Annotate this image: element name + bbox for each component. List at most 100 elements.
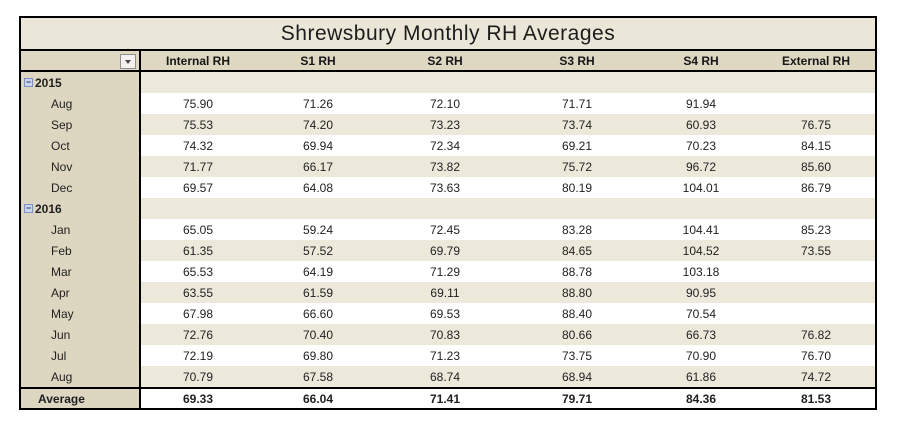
row-label-cell[interactable]: Jul	[21, 345, 141, 366]
value-cell[interactable]: 68.74	[381, 366, 509, 387]
value-cell[interactable]: 86.79	[800, 180, 832, 195]
value-cell[interactable]: 71.29	[429, 264, 461, 279]
value-cell[interactable]: 70.90	[685, 348, 717, 363]
value-cell[interactable]: 83.28	[561, 222, 593, 237]
value-cell[interactable]: 69.57	[182, 180, 214, 195]
row-label-cell[interactable]: Apr	[21, 282, 141, 303]
row-label-cell[interactable]: Feb	[21, 240, 141, 261]
value-cell[interactable]	[381, 198, 509, 219]
value-cell[interactable]: 69.11	[381, 282, 509, 303]
value-cell[interactable]: 69.80	[302, 348, 334, 363]
value-cell[interactable]	[255, 72, 381, 93]
value-cell[interactable]: 79.71	[561, 391, 593, 406]
value-cell[interactable]: 61.86	[645, 366, 757, 387]
value-cell[interactable]: 66.04	[302, 391, 334, 406]
value-cell[interactable]: 69.53	[429, 306, 461, 321]
value-cell[interactable]	[757, 93, 875, 114]
value-cell[interactable]: 72.45	[429, 222, 461, 237]
column-header-internal-rh[interactable]: Internal RH	[165, 53, 230, 68]
value-cell[interactable]: 76.75	[757, 114, 875, 135]
row-label-cell[interactable]: −2015	[21, 72, 141, 93]
value-cell[interactable]: 64.08	[302, 180, 334, 195]
value-cell[interactable]: 74.32	[182, 138, 214, 153]
value-cell[interactable]: 90.95	[645, 282, 757, 303]
value-cell[interactable]: 73.55	[757, 240, 875, 261]
value-cell[interactable]: 74.20	[255, 114, 381, 135]
value-cell[interactable]: 75.72	[509, 156, 645, 177]
value-cell[interactable]: 73.23	[381, 114, 509, 135]
value-cell[interactable]: 64.19	[302, 264, 334, 279]
value-cell[interactable]: 69.33	[182, 391, 214, 406]
value-cell[interactable]	[757, 261, 875, 282]
value-cell[interactable]: 68.94	[509, 366, 645, 387]
value-cell[interactable]: 75.90	[182, 96, 214, 111]
value-cell[interactable]: 84.65	[509, 240, 645, 261]
row-label-cell[interactable]: Nov	[21, 156, 141, 177]
value-cell[interactable]: 103.18	[682, 264, 720, 279]
collapse-minus-icon[interactable]: −	[24, 203, 33, 213]
value-cell[interactable]: 88.40	[561, 306, 593, 321]
value-cell[interactable]: 60.93	[645, 114, 757, 135]
value-cell[interactable]: 70.40	[255, 324, 381, 345]
column-header-s4-rh[interactable]: S4 RH	[683, 53, 719, 68]
collapse-minus-icon[interactable]: −	[24, 77, 33, 87]
value-cell[interactable]: 71.77	[141, 156, 255, 177]
value-cell[interactable]	[255, 198, 381, 219]
value-cell[interactable]: 76.70	[800, 348, 832, 363]
value-cell[interactable]: 72.76	[141, 324, 255, 345]
value-cell[interactable]: 69.79	[381, 240, 509, 261]
value-cell[interactable]: 76.82	[757, 324, 875, 345]
value-cell[interactable]: 71.41	[429, 391, 461, 406]
value-cell[interactable]: 59.24	[302, 222, 334, 237]
filter-dropdown-button[interactable]	[120, 54, 136, 69]
value-cell[interactable]	[509, 198, 645, 219]
column-header-external-rh[interactable]: External RH	[781, 53, 851, 68]
value-cell[interactable]: 104.41	[682, 222, 720, 237]
value-cell[interactable]: 72.19	[182, 348, 214, 363]
row-label-cell[interactable]: Jan	[21, 219, 141, 240]
value-cell[interactable]: 80.66	[509, 324, 645, 345]
value-cell[interactable]: 73.63	[429, 180, 461, 195]
value-cell[interactable]	[645, 198, 757, 219]
row-label-cell[interactable]: Aug	[21, 93, 141, 114]
value-cell[interactable]: 71.71	[561, 96, 593, 111]
value-cell[interactable]: 66.17	[255, 156, 381, 177]
row-labels-header-cell[interactable]	[21, 51, 141, 70]
value-cell[interactable]: 66.60	[302, 306, 334, 321]
value-cell[interactable]: 63.55	[141, 282, 255, 303]
row-label-cell[interactable]: Average	[21, 389, 141, 408]
row-label-cell[interactable]: Mar	[21, 261, 141, 282]
column-header-s2-rh[interactable]: S2 RH	[427, 53, 463, 68]
value-cell[interactable]: 81.53	[800, 391, 832, 406]
value-cell[interactable]: 67.58	[255, 366, 381, 387]
value-cell[interactable]	[141, 198, 255, 219]
value-cell[interactable]: 73.82	[381, 156, 509, 177]
row-label-cell[interactable]: Oct	[21, 135, 141, 156]
value-cell[interactable]	[509, 72, 645, 93]
value-cell[interactable]: 84.15	[800, 138, 832, 153]
value-cell[interactable]: 65.53	[182, 264, 214, 279]
row-label-cell[interactable]: −2016	[21, 198, 141, 219]
value-cell[interactable]: 69.21	[561, 138, 593, 153]
value-cell[interactable]: 74.72	[757, 366, 875, 387]
value-cell[interactable]: 85.23	[800, 222, 832, 237]
value-cell[interactable]: 71.23	[429, 348, 461, 363]
value-cell[interactable]: 67.98	[182, 306, 214, 321]
column-header-s1-rh[interactable]: S1 RH	[300, 53, 336, 68]
value-cell[interactable]: 70.54	[685, 306, 717, 321]
value-cell[interactable]: 104.01	[682, 180, 720, 195]
value-cell[interactable]: 73.74	[509, 114, 645, 135]
value-cell[interactable]: 70.79	[141, 366, 255, 387]
value-cell[interactable]: 61.35	[141, 240, 255, 261]
value-cell[interactable]: 91.94	[685, 96, 717, 111]
value-cell[interactable]: 84.36	[685, 391, 717, 406]
row-label-cell[interactable]: May	[21, 303, 141, 324]
value-cell[interactable]: 70.23	[685, 138, 717, 153]
value-cell[interactable]: 85.60	[757, 156, 875, 177]
column-header-s3-rh[interactable]: S3 RH	[559, 53, 595, 68]
value-cell[interactable]	[645, 72, 757, 93]
value-cell[interactable]	[757, 198, 875, 219]
value-cell[interactable]: 88.80	[509, 282, 645, 303]
value-cell[interactable]: 69.94	[302, 138, 334, 153]
value-cell[interactable]: 71.26	[302, 96, 334, 111]
